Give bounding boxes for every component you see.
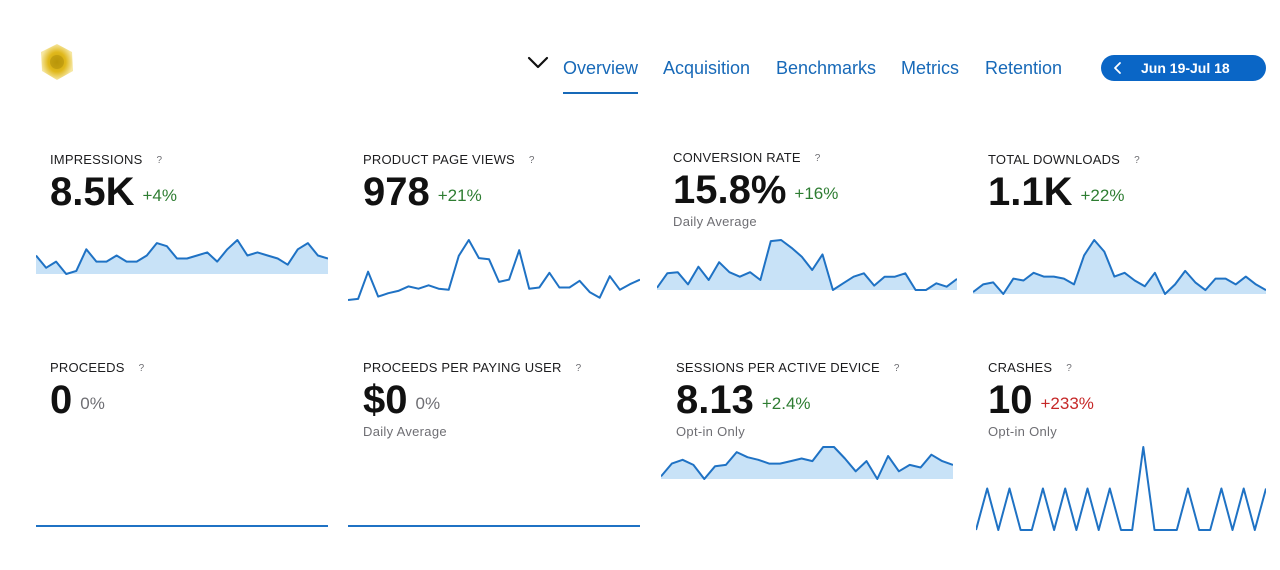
metric-label-text: CRASHES: [988, 360, 1053, 375]
metric-value-row: 15.8% +16%: [673, 168, 838, 220]
metric-change: +16%: [794, 184, 839, 203]
metric-value: 8.13: [676, 378, 754, 422]
tab-metrics[interactable]: Metrics: [901, 58, 959, 78]
tab-overview[interactable]: Overview: [563, 58, 639, 94]
metric-subtitle: Daily Average: [363, 424, 447, 439]
sparkline-area: [36, 240, 328, 274]
metric-value-row: 8.5K +4%: [50, 170, 177, 222]
sparkline: [348, 525, 640, 527]
sparkline-line: [976, 446, 1266, 531]
sparkline-area: [661, 447, 953, 479]
metric-value-row: 0 0%: [50, 378, 105, 430]
sparkline-line: [973, 239, 1266, 295]
metric-card-impressions[interactable]: IMPRESSIONS? 8.5K +4%: [50, 152, 350, 352]
metric-subtitle: Daily Average: [673, 214, 757, 229]
metric-change: 0%: [80, 394, 105, 413]
metric-card-total-downloads[interactable]: TOTAL DOWNLOADS? 1.1K +22%: [988, 152, 1280, 352]
sparkline-line: [36, 239, 328, 275]
help-icon[interactable]: ?: [156, 155, 163, 166]
metric-value: 978: [363, 170, 430, 214]
metric-value-row: 1.1K +22%: [988, 170, 1124, 222]
help-icon[interactable]: ?: [1066, 363, 1073, 374]
metric-value-row: 978 +21%: [363, 170, 482, 222]
metric-change: +2.4%: [761, 394, 811, 413]
metric-change: 0%: [415, 394, 441, 413]
metric-value: 0: [50, 378, 73, 422]
chevron-down-icon[interactable]: [526, 54, 550, 72]
metric-card-sessions-per-active-device[interactable]: SESSIONS PER ACTIVE DEVICE? 8.13 +2.4% Opt-…: [676, 360, 976, 560]
help-icon[interactable]: ?: [138, 363, 145, 374]
metric-value-row: 10 +233%: [988, 378, 1094, 430]
metric-label-text: CONVERSION RATE: [673, 150, 801, 165]
metric-change: +233%: [1040, 394, 1094, 413]
metric-label: PROCEEDS?: [50, 360, 144, 375]
metric-change: +22%: [1080, 186, 1125, 205]
metric-label-text: IMPRESSIONS: [50, 152, 143, 167]
sparkline-line: [657, 239, 957, 291]
metric-subtitle: Opt-in Only: [676, 424, 746, 439]
metric-card-proceeds-per-paying-user[interactable]: PROCEEDS PER PAYING USER? $0 0% Daily Avera…: [363, 360, 663, 560]
metric-label-text: PRODUCT PAGE VIEWS: [363, 152, 515, 167]
sparkline: [973, 239, 1266, 295]
metric-value-row: 8.13 +2.4%: [676, 378, 811, 430]
sparkline-line: [348, 239, 640, 301]
metric-label-text: TOTAL DOWNLOADS: [988, 152, 1121, 167]
sparkline-line: [661, 446, 953, 480]
metric-value: $0: [363, 378, 408, 422]
metric-card-product-page-views[interactable]: PRODUCT PAGE VIEWS? 978 +21%: [363, 152, 663, 352]
help-icon[interactable]: ?: [814, 153, 821, 164]
metric-label: TOTAL DOWNLOADS?: [988, 152, 1140, 167]
metric-subtitle: Opt-in Only: [988, 424, 1058, 439]
metric-change: +21%: [437, 186, 482, 205]
metric-label: SESSIONS PER ACTIVE DEVICE?: [676, 360, 900, 375]
sparkline: [657, 239, 957, 291]
sparkline: [348, 239, 640, 301]
metric-label-text: PROCEEDS: [50, 360, 125, 375]
sparkline: [36, 525, 328, 527]
metric-label-text: PROCEEDS PER PAYING USER: [363, 360, 562, 375]
sparkline-area: [973, 240, 1266, 294]
date-range-button[interactable]: Jun 19-Jul 18: [1101, 55, 1266, 81]
metric-change: +4%: [142, 186, 178, 205]
help-icon[interactable]: ?: [528, 155, 535, 166]
help-icon[interactable]: ?: [1134, 155, 1140, 166]
metric-card-conversion-rate[interactable]: CONVERSION RATE? 15.8% +16% Daily Average: [673, 150, 973, 350]
app-logo: [41, 44, 73, 80]
metric-label: IMPRESSIONS?: [50, 152, 162, 167]
metric-card-crashes[interactable]: CRASHES? 10 +233% Opt-in Only: [988, 360, 1280, 560]
sparkline: [976, 446, 1266, 531]
chevron-left-icon[interactable]: [1113, 61, 1123, 75]
date-range-label: Jun 19-Jul 18: [1141, 60, 1230, 76]
metric-value: 15.8%: [673, 168, 787, 212]
help-icon[interactable]: ?: [893, 363, 900, 374]
help-icon[interactable]: ?: [575, 363, 582, 374]
metric-label: PRODUCT PAGE VIEWS?: [363, 152, 535, 167]
metric-card-proceeds[interactable]: PROCEEDS? 0 0%: [50, 360, 350, 560]
tab-benchmarks[interactable]: Benchmarks: [776, 58, 877, 78]
tab-retention[interactable]: Retention: [985, 58, 1063, 78]
metric-label: CONVERSION RATE?: [673, 150, 820, 165]
metric-value: 8.5K: [50, 170, 135, 214]
metric-value: 1.1K: [988, 170, 1073, 214]
tab-acquisition[interactable]: Acquisition: [663, 58, 751, 78]
metric-label: CRASHES?: [988, 360, 1072, 375]
metric-label: PROCEEDS PER PAYING USER?: [363, 360, 581, 375]
sparkline: [661, 446, 953, 480]
metric-value-row: $0 0%: [363, 378, 440, 430]
sparkline: [36, 239, 328, 275]
metric-label-text: SESSIONS PER ACTIVE DEVICE: [676, 360, 880, 375]
sparkline-area: [657, 240, 957, 290]
metric-value: 10: [988, 378, 1033, 422]
